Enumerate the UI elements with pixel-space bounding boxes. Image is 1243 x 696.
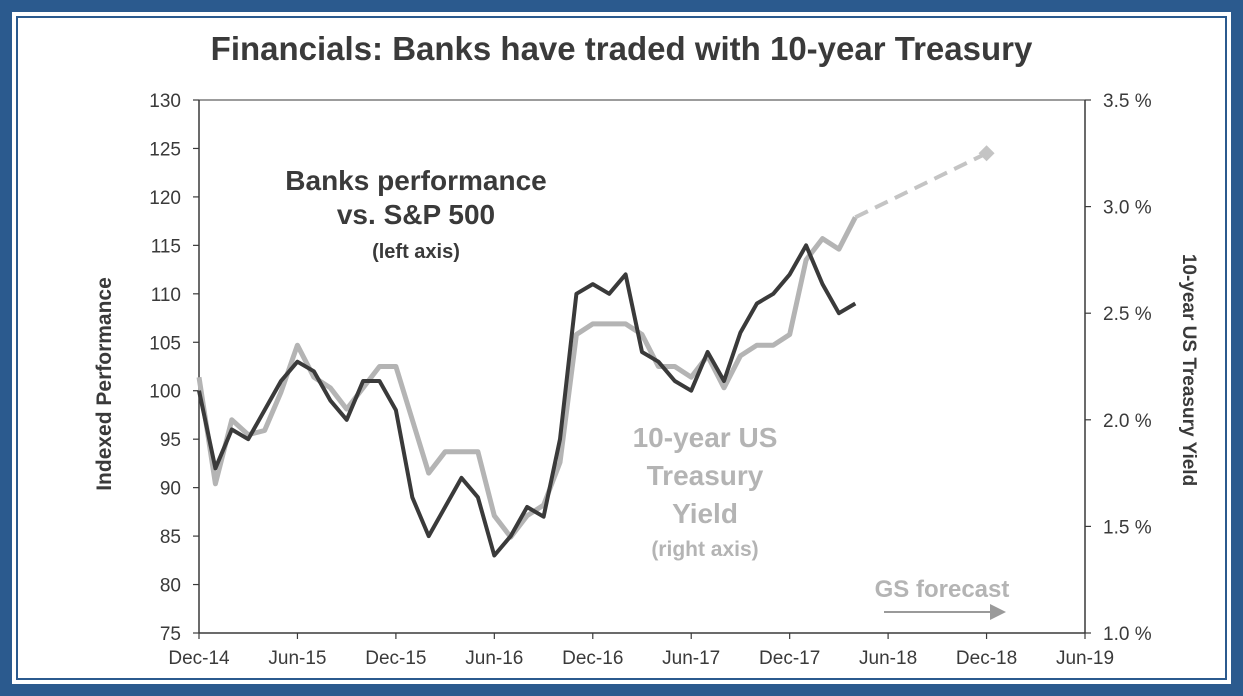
y-left-tick-label: 105 [149, 333, 181, 354]
y-left-tick-label: 95 [160, 430, 181, 451]
y-right-tick-label: 1.0 % [1103, 624, 1152, 645]
forecast-series-line [854, 151, 988, 220]
x-tick-label: Dec-16 [562, 648, 623, 669]
x-tick-label: Dec-17 [759, 648, 820, 669]
x-tick-label: Jun-19 [1056, 648, 1114, 669]
forecast-label: GS forecast [875, 576, 1010, 603]
inner-frame [16, 16, 1227, 680]
y-left-tick-label: 125 [149, 139, 181, 160]
y-right-tick-label: 3.5 % [1103, 91, 1152, 112]
y-left-tick-label: 75 [160, 624, 181, 645]
y-left-tick-label: 85 [160, 527, 181, 548]
y-right-axis-title: 10-year US Treasury Yield [1178, 254, 1199, 486]
banks-label-line1: Banks performance [285, 165, 546, 196]
x-tick-label: Dec-15 [365, 648, 426, 669]
forecast-arrow [884, 604, 1006, 620]
x-tick-label: Jun-16 [465, 648, 523, 669]
x-tick-label: Jun-15 [268, 648, 326, 669]
x-tick-label: Jun-17 [662, 648, 720, 669]
x-tick-label: Dec-14 [168, 648, 230, 669]
y-right-tick-label: 2.0 % [1103, 411, 1152, 432]
treasury-label-line2: Treasury [647, 460, 764, 491]
x-tick-label: Jun-18 [859, 648, 917, 669]
y-left-tick-label: 130 [149, 91, 181, 112]
chart-title: Financials: Banks have traded with 10-ye… [210, 30, 1033, 67]
x-tick-label: Dec-18 [956, 648, 1017, 669]
treasury-label-line3: Yield [672, 498, 738, 529]
y-left-tick-label: 80 [160, 576, 181, 597]
y-right-tick-label: 2.5 % [1103, 304, 1152, 325]
treasury-label-line1: 10-year US [633, 422, 778, 453]
y-right-tick-label: 3.0 % [1103, 198, 1152, 219]
banks-label-line2: vs. S&P 500 [337, 199, 495, 230]
forecast-end-marker [978, 145, 995, 162]
treasury-label-line4: (right axis) [651, 538, 758, 561]
banks-label-line3: (left axis) [372, 241, 460, 263]
y-left-axis-title: Indexed Performance [93, 277, 116, 491]
y-left-tick-label: 100 [149, 382, 181, 403]
y-left-tick-label: 90 [160, 479, 181, 500]
y-left-tick-label: 115 [151, 236, 181, 257]
y-right-tick-label: 1.5 % [1103, 517, 1152, 538]
banks-series-line [197, 243, 857, 558]
y-left-tick-label: 120 [149, 188, 181, 209]
y-left-tick-label: 110 [151, 285, 181, 306]
